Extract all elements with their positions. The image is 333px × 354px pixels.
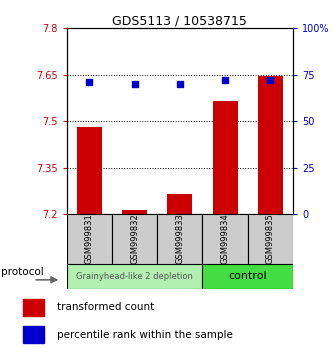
Point xyxy=(268,78,273,83)
Text: percentile rank within the sample: percentile rank within the sample xyxy=(57,330,233,340)
Text: Grainyhead-like 2 depletion: Grainyhead-like 2 depletion xyxy=(76,272,193,281)
Point xyxy=(132,81,137,87)
Text: protocol: protocol xyxy=(1,267,44,278)
Point xyxy=(87,79,92,85)
Bar xyxy=(67,264,202,289)
Title: GDS5113 / 10538715: GDS5113 / 10538715 xyxy=(112,14,247,27)
Bar xyxy=(77,127,102,214)
Bar xyxy=(258,76,283,214)
Text: transformed count: transformed count xyxy=(57,302,154,312)
Text: control: control xyxy=(228,271,267,281)
Bar xyxy=(23,299,44,315)
Bar xyxy=(213,101,237,214)
Bar xyxy=(23,326,44,343)
Bar xyxy=(67,214,112,264)
Text: GSM999833: GSM999833 xyxy=(175,213,184,264)
Text: GSM999834: GSM999834 xyxy=(220,213,230,264)
Bar xyxy=(248,214,293,264)
Bar xyxy=(202,214,248,264)
Bar xyxy=(112,214,157,264)
Text: GSM999835: GSM999835 xyxy=(266,213,275,264)
Point xyxy=(177,81,182,87)
Bar xyxy=(167,194,192,214)
Text: GSM999831: GSM999831 xyxy=(85,213,94,264)
Bar xyxy=(122,210,147,214)
Point xyxy=(222,78,228,83)
Bar xyxy=(157,214,202,264)
Bar xyxy=(202,264,293,289)
Text: GSM999832: GSM999832 xyxy=(130,213,139,264)
